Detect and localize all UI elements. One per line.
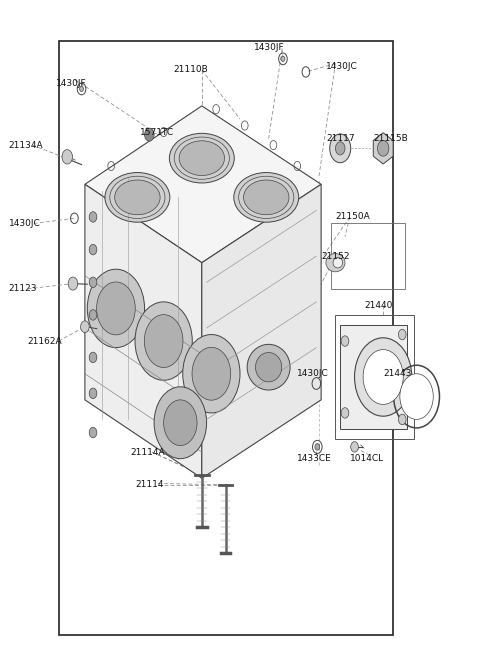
Text: 1430JF: 1430JF [56, 79, 87, 87]
Bar [331, 224, 405, 289]
Circle shape [89, 212, 97, 222]
Circle shape [89, 277, 97, 287]
Text: 21443: 21443 [383, 369, 411, 379]
Ellipse shape [164, 400, 197, 445]
Ellipse shape [234, 173, 299, 222]
Text: 1014CL: 1014CL [350, 454, 384, 463]
Text: 21114A: 21114A [130, 447, 165, 457]
Ellipse shape [105, 173, 170, 222]
Circle shape [355, 338, 412, 416]
Ellipse shape [96, 282, 135, 335]
Bar [59, 41, 393, 635]
Circle shape [89, 245, 97, 255]
Text: 21123: 21123 [9, 284, 37, 293]
Ellipse shape [333, 257, 343, 268]
Text: 1430JF: 1430JF [254, 43, 285, 52]
Text: 21115B: 21115B [373, 134, 408, 143]
Circle shape [400, 374, 433, 419]
Text: 21134A: 21134A [9, 140, 43, 150]
Text: 21440: 21440 [364, 300, 393, 310]
Ellipse shape [179, 141, 225, 176]
Circle shape [89, 427, 97, 438]
Circle shape [281, 56, 285, 62]
Ellipse shape [154, 387, 206, 459]
Polygon shape [85, 184, 202, 478]
Circle shape [144, 128, 154, 141]
Circle shape [62, 150, 72, 164]
Circle shape [80, 87, 84, 92]
Circle shape [68, 277, 78, 290]
Circle shape [341, 336, 349, 346]
Bar [340, 325, 407, 429]
Ellipse shape [255, 352, 282, 382]
Circle shape [315, 443, 320, 450]
Circle shape [336, 142, 345, 155]
Circle shape [398, 414, 406, 424]
Ellipse shape [144, 315, 183, 367]
Text: 1433CE: 1433CE [297, 454, 332, 463]
Ellipse shape [243, 180, 289, 215]
Text: 21162A: 21162A [28, 337, 62, 346]
Text: 21117: 21117 [326, 134, 355, 143]
Ellipse shape [115, 180, 160, 215]
Ellipse shape [135, 302, 192, 380]
Circle shape [377, 140, 389, 156]
Ellipse shape [87, 269, 144, 348]
Text: 1430JC: 1430JC [297, 369, 329, 379]
Circle shape [330, 134, 351, 163]
Text: 1571TC: 1571TC [140, 127, 174, 136]
Circle shape [89, 352, 97, 363]
Polygon shape [202, 184, 321, 478]
Polygon shape [85, 106, 321, 262]
Text: 21150A: 21150A [336, 213, 370, 222]
Text: 21152: 21152 [321, 252, 349, 260]
Circle shape [398, 329, 406, 340]
Bar [336, 315, 414, 439]
Ellipse shape [183, 335, 240, 413]
Circle shape [81, 321, 89, 333]
Text: 1430JC: 1430JC [326, 62, 358, 72]
Circle shape [89, 388, 97, 399]
Circle shape [363, 350, 403, 405]
Circle shape [89, 310, 97, 320]
Circle shape [351, 441, 359, 452]
Ellipse shape [247, 344, 290, 390]
Text: 1430JC: 1430JC [9, 219, 40, 228]
Ellipse shape [326, 253, 345, 272]
Circle shape [341, 407, 349, 418]
Ellipse shape [169, 133, 234, 183]
Text: 21114: 21114 [135, 480, 164, 489]
Ellipse shape [192, 347, 231, 400]
Polygon shape [373, 133, 393, 164]
Text: 21110B: 21110B [173, 66, 208, 75]
